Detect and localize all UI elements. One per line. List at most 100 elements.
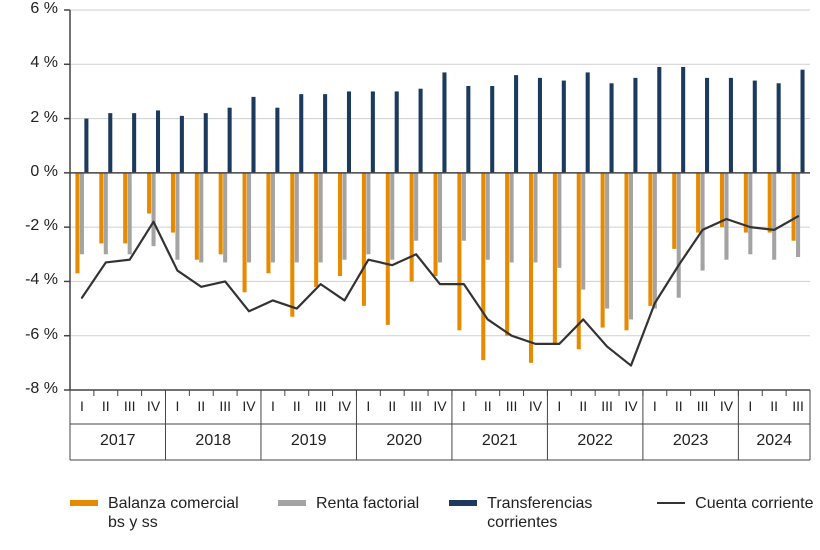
balanza-bar — [553, 173, 557, 344]
chart-container: -8 %-6 %-4 %-2 %0 %2 %4 %6 % IIIIIIIVIII… — [0, 0, 820, 550]
transferencias-bar — [228, 108, 232, 173]
renta-bar — [366, 173, 370, 254]
transferencias-bar — [514, 75, 518, 173]
y-tick-label: -6 % — [0, 326, 58, 344]
quarter-label: I — [271, 398, 275, 414]
renta-bar — [701, 173, 705, 271]
renta-bar — [462, 173, 466, 241]
quarter-label: IV — [338, 398, 351, 414]
quarter-label: III — [410, 398, 422, 414]
quarter-label: I — [462, 398, 466, 414]
balanza-bar — [744, 173, 748, 233]
renta-bar — [438, 173, 442, 263]
y-tick-label: -2 % — [0, 217, 58, 235]
renta-bar — [748, 173, 752, 254]
renta-bar — [796, 173, 800, 257]
quarter-label: I — [175, 398, 179, 414]
transferencias-bar — [777, 83, 781, 173]
y-tick-label: -4 % — [0, 271, 58, 289]
y-tick-label: -8 % — [0, 380, 58, 398]
transferencias-bar — [156, 110, 160, 172]
balanza-bar — [123, 173, 127, 244]
renta-bar — [510, 173, 514, 263]
renta-bar — [605, 173, 609, 309]
renta-bar — [772, 173, 776, 260]
quarter-label: II — [388, 398, 396, 414]
balanza-bar — [481, 173, 485, 360]
transferencias-bar — [275, 108, 279, 173]
renta-bar — [319, 173, 323, 263]
transferencias-bar — [657, 67, 661, 173]
balanza-bar — [457, 173, 461, 330]
transferencias-bar — [466, 86, 470, 173]
transferencias-bar — [633, 78, 637, 173]
balanza-bar — [648, 173, 652, 306]
balanza-bar — [99, 173, 103, 244]
transferencias-bar — [419, 89, 423, 173]
balanza-bar — [696, 173, 700, 233]
legend-item-balanza: Balanza comercial bs y ss — [70, 494, 248, 532]
quarter-label: IV — [433, 398, 446, 414]
transferencias-bar — [251, 97, 255, 173]
balanza-bar — [219, 173, 223, 254]
transferencias-bar — [681, 67, 685, 173]
quarter-label: I — [80, 398, 84, 414]
y-tick-label: 0 % — [0, 163, 58, 181]
transferencias-bar — [442, 72, 446, 172]
transferencias-bar — [108, 113, 112, 173]
legend-label: Transferencias corrientes — [487, 494, 627, 532]
transferencias-bar — [347, 91, 351, 172]
renta-bar — [199, 173, 203, 263]
balanza-bar — [243, 173, 247, 292]
quarter-label: IV — [624, 398, 637, 414]
quarter-label: IV — [242, 398, 255, 414]
balanza-bar — [290, 173, 294, 317]
legend-line-swatch — [657, 502, 685, 504]
y-tick-label: 4 % — [0, 54, 58, 72]
quarter-label: III — [697, 398, 709, 414]
plot-svg — [0, 0, 820, 490]
transferencias-bar — [538, 78, 542, 173]
legend-bar-swatch — [449, 500, 477, 506]
transferencias-bar — [180, 116, 184, 173]
year-label: 2017 — [100, 432, 136, 450]
transferencias-bar — [562, 81, 566, 173]
balanza-bar — [171, 173, 175, 233]
transferencias-bar — [753, 81, 757, 173]
year-label: 2024 — [756, 432, 792, 450]
quarter-label: II — [675, 398, 683, 414]
renta-bar — [175, 173, 179, 260]
quarter-label: II — [579, 398, 587, 414]
renta-bar — [80, 173, 84, 254]
balanza-bar — [624, 173, 628, 330]
renta-bar — [271, 173, 275, 263]
quarter-label: I — [366, 398, 370, 414]
quarter-label: III — [601, 398, 613, 414]
balanza-bar — [434, 173, 438, 276]
y-tick-label: 6 % — [0, 0, 58, 18]
balanza-bar — [75, 173, 79, 273]
legend-label: Balanza comercial bs y ss — [108, 494, 248, 532]
balanza-bar — [505, 173, 509, 336]
transferencias-bar — [705, 78, 709, 173]
year-label: 2020 — [386, 432, 422, 450]
legend-bar-swatch — [278, 500, 306, 506]
quarter-label: IV — [529, 398, 542, 414]
transferencias-bar — [395, 91, 399, 172]
renta-bar — [414, 173, 418, 241]
balanza-bar — [792, 173, 796, 241]
quarter-label: III — [506, 398, 518, 414]
quarter-label: II — [484, 398, 492, 414]
legend-item-transferencias: Transferencias corrientes — [449, 494, 627, 532]
balanza-bar — [147, 173, 151, 214]
quarter-label: I — [653, 398, 657, 414]
renta-bar — [223, 173, 227, 263]
renta-bar — [342, 173, 346, 260]
transferencias-bar — [490, 86, 494, 173]
renta-bar — [677, 173, 681, 298]
year-label: 2018 — [195, 432, 231, 450]
balanza-bar — [768, 173, 772, 233]
renta-bar — [533, 173, 537, 263]
balanza-bar — [362, 173, 366, 306]
renta-bar — [581, 173, 585, 290]
